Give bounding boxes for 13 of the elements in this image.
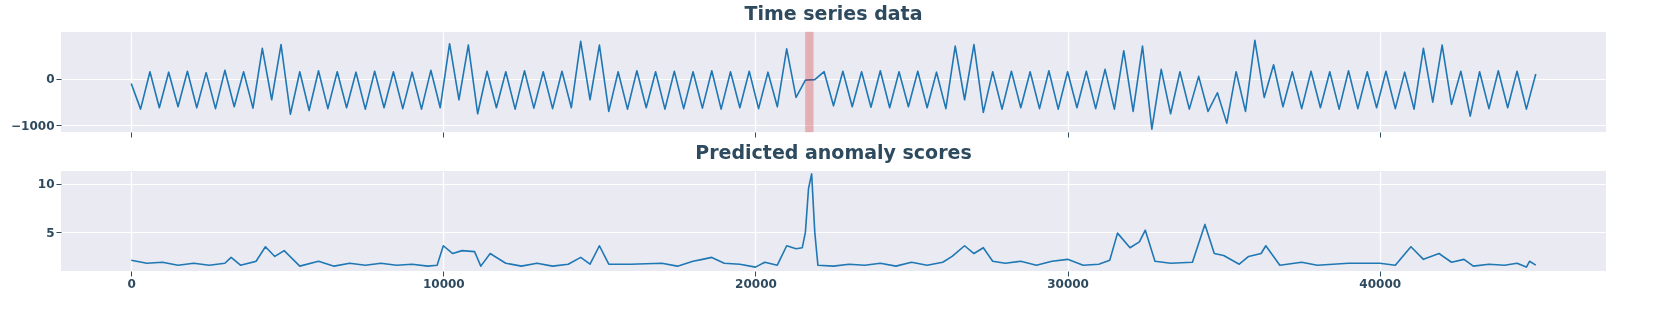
line-series <box>130 39 1537 130</box>
x-tick-label: 0 <box>127 276 136 291</box>
x-tick-label: 40000 <box>1359 276 1402 291</box>
y-tick-label: −1000 <box>11 118 55 133</box>
x-tick-label: 20000 <box>735 276 777 291</box>
line-series <box>130 173 1537 268</box>
chart-title: Time series data <box>744 1 923 24</box>
y-tick-label: 10 <box>37 177 55 192</box>
x-tick-label: 10000 <box>422 276 465 291</box>
y-tick-label: 5 <box>46 225 55 240</box>
chart-title: Predicted anomaly scores <box>695 141 972 163</box>
x-tick-label: 30000 <box>1047 276 1089 291</box>
y-tick-label: 0 <box>46 72 55 87</box>
